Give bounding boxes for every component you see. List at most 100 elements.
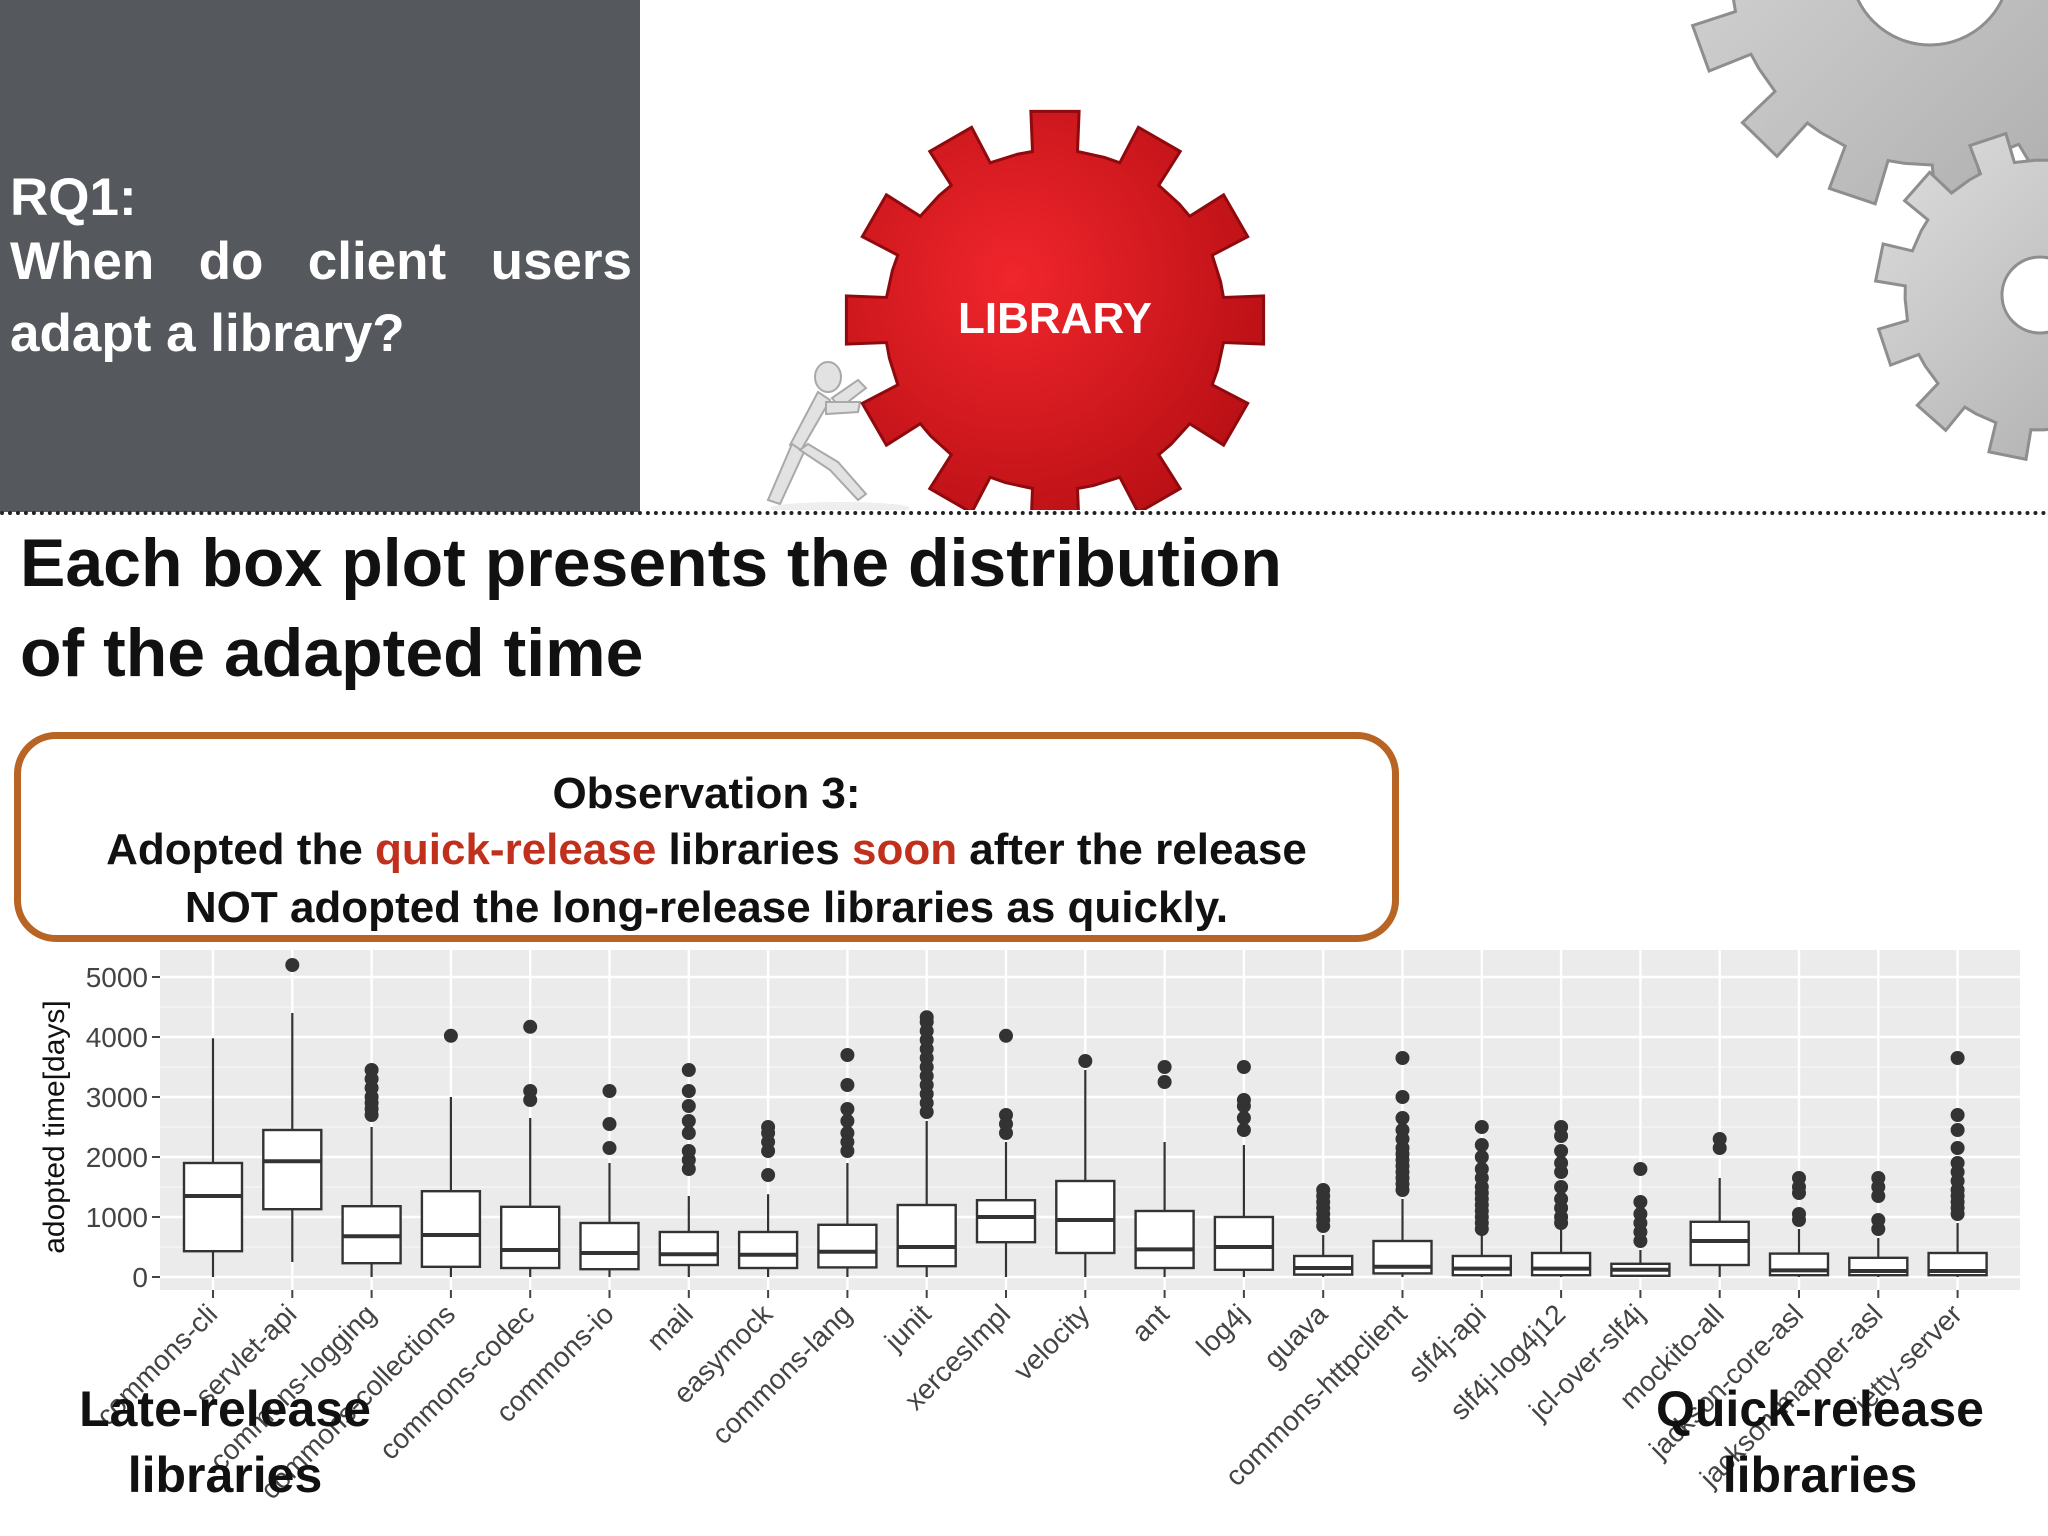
outlier-point	[1950, 1123, 1965, 1137]
outlier-point	[1792, 1207, 1806, 1221]
box-iqr	[182, 1161, 244, 1253]
obs-text-b: libraries	[656, 825, 852, 874]
gears-illustration: LIBRARY	[766, 0, 2048, 510]
rq-question: When do client users adapt a library?	[10, 232, 632, 363]
outlier-point	[1395, 1123, 1410, 1137]
outlier-point	[1950, 1108, 1965, 1122]
box-jackson-core-asl	[1768, 1171, 1830, 1277]
box-commons-cli	[182, 1038, 244, 1277]
outlier-point	[602, 1084, 617, 1098]
x-tick-label: mail	[641, 1298, 699, 1356]
outlier-point	[1554, 1120, 1569, 1134]
outlier-point	[1712, 1132, 1727, 1146]
box-jackson-mapper-asl	[1848, 1171, 1909, 1277]
outlier-point	[681, 1084, 696, 1098]
outlier-point	[840, 1078, 855, 1092]
box-servlet-api	[262, 958, 323, 1262]
research-question-panel: RQ1: When do client users adapt a librar…	[0, 0, 640, 512]
box-commons-collections	[420, 1028, 482, 1277]
outlier-point	[1236, 1060, 1251, 1074]
outlier-point	[1236, 1123, 1251, 1137]
box-iqr	[1689, 1220, 1750, 1267]
outlier-point	[1474, 1120, 1489, 1134]
outlier-point	[1633, 1207, 1648, 1221]
box-iqr	[658, 1230, 719, 1267]
x-tick-label: commons-lang	[706, 1298, 858, 1450]
box-slf4j-log4j12	[1530, 1120, 1592, 1277]
box-commons-io	[579, 1084, 640, 1277]
outlier-point	[1554, 1192, 1569, 1206]
box-iqr	[1213, 1215, 1275, 1271]
box-iqr	[1134, 1209, 1195, 1270]
box-iqr	[1292, 1254, 1354, 1276]
boxes	[182, 958, 1988, 1278]
grey-gear-small-icon	[1873, 131, 2048, 462]
box-iqr	[737, 1230, 799, 1270]
outlier-point	[1950, 1141, 1965, 1155]
outlier-point	[1157, 1060, 1172, 1074]
rq-label: RQ1:	[10, 168, 137, 227]
outlier-point	[919, 1010, 934, 1025]
outlier-point	[999, 1108, 1013, 1122]
y-tick-label: 2000	[86, 1142, 148, 1173]
outlier-point	[681, 1099, 696, 1113]
outlier-point	[999, 1028, 1013, 1043]
heading-line-1: Each box plot presents the distribution	[20, 525, 1282, 601]
box-log4j	[1213, 1060, 1275, 1277]
box-commons-lang	[817, 1048, 878, 1277]
box-jcl-over-slf4j	[1610, 1162, 1671, 1278]
y-tick-label: 3000	[86, 1082, 148, 1113]
quick-release-line-2: libraries	[1722, 1447, 1918, 1503]
outlier-point	[1236, 1111, 1251, 1125]
outlier-point	[681, 1114, 696, 1128]
outlier-point	[1554, 1156, 1569, 1170]
x-tick-label: junit	[878, 1298, 937, 1357]
box-iqr	[817, 1223, 878, 1269]
outlier-point	[840, 1048, 855, 1062]
outlier-point	[1950, 1156, 1965, 1170]
outlier-point	[1236, 1093, 1251, 1107]
outlier-point	[1474, 1150, 1489, 1164]
outlier-point	[1871, 1171, 1886, 1185]
box-iqr	[975, 1198, 1037, 1244]
outlier-point	[1633, 1162, 1648, 1176]
box-iqr	[1055, 1179, 1116, 1255]
obs-highlight-quick-release: quick-release	[375, 825, 657, 874]
y-tick-label: 4000	[86, 1022, 148, 1053]
box-slf4j-api	[1451, 1120, 1513, 1277]
late-release-line-2: libraries	[127, 1447, 323, 1503]
outlier-point	[840, 1126, 855, 1140]
outlier-point	[761, 1120, 776, 1134]
outlier-point	[364, 1063, 379, 1077]
outlier-point	[523, 1019, 538, 1034]
gear-label: LIBRARY	[958, 294, 1152, 343]
box-velocity	[1055, 1054, 1116, 1277]
box-junit	[896, 1010, 957, 1277]
person-pushing-icon	[766, 361, 910, 510]
box-commons-codec	[500, 1019, 561, 1277]
box-xercesImpl	[975, 1028, 1037, 1277]
outlier-point	[1316, 1183, 1331, 1197]
outlier-point	[1633, 1195, 1648, 1209]
y-axis: 0 1000 2000 3000 4000 5000	[86, 962, 160, 1293]
quick-release-label: Quick-release libraries	[1620, 1376, 2020, 1508]
outlier-point	[840, 1114, 855, 1128]
outlier-point	[1157, 1075, 1172, 1089]
y-tick-label: 5000	[86, 962, 148, 993]
box-iqr	[1530, 1251, 1592, 1277]
box-iqr	[500, 1205, 561, 1270]
heading-line-2: of the adapted time	[20, 615, 644, 691]
box-iqr	[420, 1189, 482, 1268]
box-iqr	[1451, 1254, 1513, 1277]
outlier-point	[1950, 1051, 1965, 1065]
x-tick-label: ant	[1125, 1298, 1175, 1348]
quick-release-line-1: Quick-release	[1656, 1381, 1984, 1437]
outlier-point	[1395, 1090, 1410, 1104]
dotted-divider	[0, 511, 2048, 515]
slide-heading: Each box plot presents the distribution …	[20, 518, 1420, 698]
box-commons-httpclient	[1372, 1051, 1433, 1277]
observation-line-2: NOT adopted the long-release libraries a…	[184, 883, 1229, 932]
box-ant	[1134, 1060, 1195, 1277]
box-mail	[658, 1063, 719, 1277]
